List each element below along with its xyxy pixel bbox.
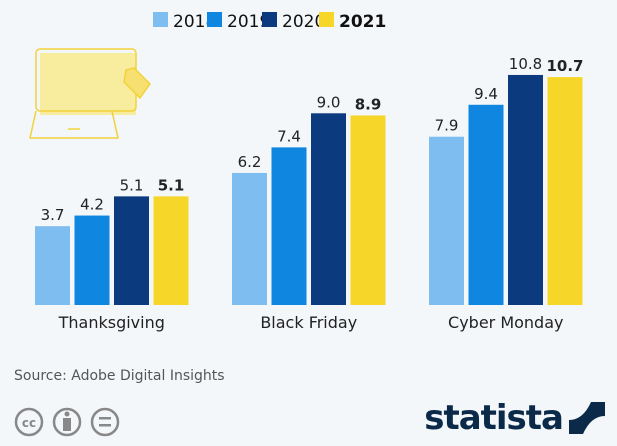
category-label: Cyber Monday	[448, 313, 563, 332]
bar-2019-1	[271, 147, 307, 305]
bar-2020-2	[508, 74, 543, 306]
bars	[35, 74, 583, 306]
source-text: Source: Adobe Digital Insights	[14, 368, 225, 384]
data-label: 9.0	[317, 93, 341, 111]
cc-icon	[14, 407, 44, 437]
legend-swatch-2019	[207, 12, 222, 27]
license-icons[interactable]: cc	[14, 405, 124, 439]
logo-text: statista	[424, 398, 564, 438]
legend: 2018 2019 2020 2021	[153, 12, 386, 32]
bar-2021-2	[547, 77, 583, 305]
data-label: 4.2	[80, 196, 104, 214]
bar-2020-1	[311, 113, 346, 305]
category-label: Black Friday	[260, 313, 357, 332]
category-label: Thanksgiving	[58, 313, 165, 332]
no-derivatives-icon	[90, 407, 120, 437]
legend-label-2021: 2021	[339, 12, 386, 32]
data-label: 7.9	[435, 117, 459, 135]
bar-chart: 2018 2019 2020 2021 3.7 6.2 7.9 4.2 7.4 9.4 5.1 9.…	[29, 12, 584, 332]
bar-2020-0	[114, 196, 149, 305]
legend-label-2020: 2020	[282, 12, 325, 32]
bar-2019-0	[74, 215, 110, 305]
data-label: 10.8	[509, 55, 542, 73]
laptop-screen	[40, 53, 136, 115]
legend-label-2019: 2019	[227, 12, 270, 32]
price-tag-icon	[123, 67, 151, 100]
bar-2019-2	[468, 104, 504, 305]
bar-2021-1	[350, 115, 386, 306]
data-label: 5.1	[158, 176, 185, 194]
legend-swatch-2021	[319, 12, 334, 27]
data-label: 3.7	[41, 206, 65, 224]
legend-label-2018: 2018	[173, 12, 216, 32]
bar-2018-1	[232, 172, 267, 305]
svg-text:cc: cc	[22, 416, 36, 430]
data-label: 5.1	[120, 176, 144, 194]
data-label: 6.2	[238, 153, 262, 171]
data-label: 10.7	[546, 57, 583, 75]
legend-swatch-2018	[153, 12, 168, 27]
laptop-illustration	[29, 48, 151, 139]
legend-swatch-2020	[262, 12, 277, 27]
data-label: 7.4	[277, 127, 301, 145]
statista-logo[interactable]: statista	[424, 398, 605, 438]
data-label: 9.4	[474, 85, 498, 103]
bar-2018-0	[35, 226, 70, 305]
bar-2018-2	[429, 136, 464, 305]
attribution-icon	[52, 407, 82, 437]
data-label: 8.9	[355, 95, 382, 113]
statista-mark-icon	[569, 402, 605, 434]
bar-2021-0	[153, 196, 189, 305]
